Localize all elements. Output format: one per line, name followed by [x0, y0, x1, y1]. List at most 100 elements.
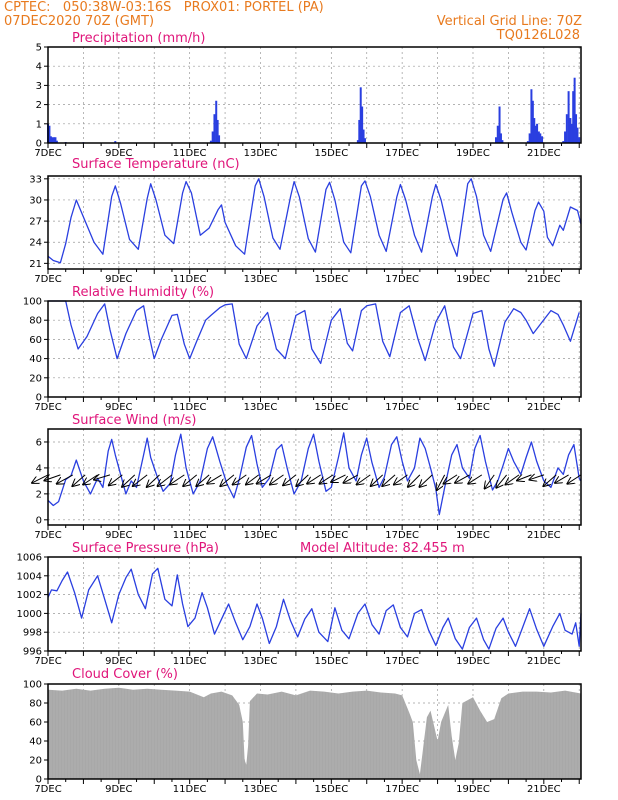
wind-vector — [133, 474, 148, 486]
wind-vector — [419, 474, 433, 487]
x-tick-label: 13DEC — [244, 402, 278, 413]
precip-bar — [537, 131, 540, 143]
header-code: TQ0126L028 — [496, 28, 580, 43]
header-station: CPTEC: 050:38W-03:16S PROX01: PORTEL (PA… — [4, 0, 324, 15]
wind-vector — [343, 474, 359, 483]
precip-bar — [363, 138, 366, 143]
wind-vector — [437, 474, 446, 490]
y-tick-label: 1006 — [17, 553, 42, 564]
y-tick-label: 40 — [29, 737, 42, 748]
y-tick-label: 60 — [29, 718, 42, 729]
precip-bar — [533, 118, 536, 143]
x-tick-label: 21DEC — [527, 530, 561, 541]
y-tick-label: 998 — [23, 628, 42, 639]
precip-bar — [564, 131, 567, 143]
x-tick-label: 17DEC — [385, 784, 419, 795]
x-tick-label: 9DEC — [105, 274, 132, 285]
y-tick-label: 21 — [29, 259, 42, 270]
x-tick-label: 7DEC — [34, 274, 61, 285]
precip-bar — [48, 125, 51, 143]
precip-bar — [114, 141, 117, 143]
chart-cloud: 0 20 40 60 80 100 7DEC 9DEC 11DEC 13DEC 15DEC 17DEC… — [23, 667, 582, 795]
y-tick-label: 20 — [29, 373, 42, 384]
y-tick-label: 2 — [36, 100, 42, 111]
precip-bar — [575, 114, 578, 143]
precip-bar — [213, 114, 216, 143]
panel-title: Surface Pressure (hPa) — [72, 541, 219, 556]
wind-vector — [183, 474, 198, 486]
x-tick-label: 19DEC — [456, 656, 490, 667]
precip-bar — [534, 125, 537, 143]
y-tick-label: 80 — [29, 699, 42, 710]
precip-bar — [211, 131, 214, 143]
x-tick-label: 9DEC — [105, 402, 132, 413]
precip-bar — [562, 141, 565, 143]
x-tick-label: 7DEC — [34, 148, 61, 159]
x-tick-label: 13DEC — [244, 148, 278, 159]
precip-bar — [216, 119, 219, 143]
precip-bar — [573, 77, 576, 143]
x-tick-label: 13DEC — [244, 530, 278, 541]
model-altitude: Model Altitude: 82.455 m — [300, 541, 465, 556]
x-tick-label: 21DEC — [527, 784, 561, 795]
x-tick-label: 13DEC — [244, 656, 278, 667]
x-tick-label: 21DEC — [527, 274, 561, 285]
x-tick-label: 7DEC — [34, 656, 61, 667]
precip-bar — [362, 129, 365, 143]
wind-vector — [529, 475, 544, 480]
y-tick-label: 0 — [36, 139, 42, 150]
y-tick-label: 1 — [36, 119, 42, 130]
header-date: 07DEC2020 70Z (GMT) — [4, 14, 155, 29]
precip-bar — [570, 123, 573, 143]
wind-vector — [567, 474, 582, 484]
chart-wind: 0 2 4 6 7DEC 9DEC 11DEC 13DEC 15DEC 17DEC 19DEC 21D… — [32, 413, 582, 541]
chart-pres: 996 998 1000 1002 1004 1006 7DEC 9DEC 11DEC 13DEC… — [17, 541, 582, 667]
wind-vector — [207, 474, 222, 484]
y-tick-label: 1004 — [17, 571, 42, 582]
y-tick-label: 27 — [29, 217, 42, 228]
wind-vector — [371, 474, 384, 486]
chart-rh: 0 20 40 60 80 100 7DEC 9DEC 11DEC 13DEC 15DEC 17DEC… — [23, 285, 582, 413]
x-tick-label: 17DEC — [385, 402, 419, 413]
x-tick-label: 11DEC — [173, 530, 207, 541]
precip-bar — [54, 137, 57, 143]
precip-bar — [572, 91, 575, 143]
x-tick-label: 11DEC — [173, 656, 207, 667]
chart-precip: 0 1 2 3 4 5 7DEC 9DEC 11DEC 13DEC 15DEC 17DEC 19DEC 2… — [34, 31, 582, 159]
wind-vector — [147, 474, 160, 487]
x-tick-label: 15DEC — [314, 530, 348, 541]
wind-vector — [196, 474, 210, 486]
x-tick-label: 9DEC — [105, 530, 132, 541]
frame — [47, 428, 582, 526]
wind-vector — [57, 474, 74, 484]
wind-vector — [357, 474, 371, 485]
x-tick-label: 17DEC — [385, 274, 419, 285]
panel-title: Cloud Cover (%) — [72, 667, 178, 682]
x-tick-label: 7DEC — [34, 402, 61, 413]
x-tick-label: 15DEC — [314, 274, 348, 285]
precip-bar — [361, 106, 364, 143]
x-tick-label: 11DEC — [173, 402, 207, 413]
x-tick-label: 13DEC — [244, 784, 278, 795]
y-tick-label: 1002 — [17, 590, 42, 601]
x-tick-label: 19DEC — [456, 530, 490, 541]
pres-line — [47, 567, 582, 650]
wind-vector — [394, 474, 408, 485]
precip-bar — [578, 137, 581, 143]
x-tick-label: 9DEC — [105, 148, 132, 159]
y-tick-label: 100 — [23, 297, 42, 308]
wind-vector — [408, 474, 421, 487]
temp-line — [47, 178, 582, 264]
y-tick-label: 996 — [23, 647, 42, 658]
y-tick-label: 100 — [23, 680, 42, 691]
precip-bar — [501, 140, 504, 143]
wind-vector — [44, 475, 61, 481]
precip-bar — [576, 127, 579, 143]
y-tick-label: 33 — [29, 174, 42, 185]
precip-bar — [569, 118, 572, 143]
wind-vector — [109, 474, 123, 485]
wind-vector — [233, 474, 247, 485]
wind-vector — [270, 474, 284, 485]
precip-bar — [541, 136, 544, 143]
